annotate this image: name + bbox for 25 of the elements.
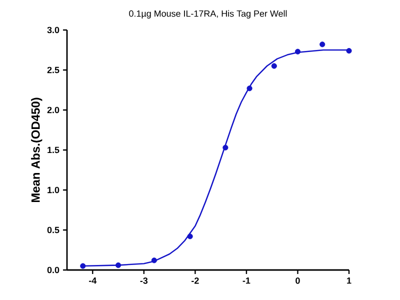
x-tick-label: -4 (88, 278, 97, 284)
y-tick-label: 1.0 (48, 186, 60, 194)
y-tick-label: 3.0 (47, 26, 60, 34)
y-tick-label: 2.0 (47, 106, 60, 114)
x-tick-label: 1 (347, 278, 352, 284)
chart-title: 0.1µg Mouse IL-17RA, His Tag Per Well (129, 10, 287, 19)
x-tick-label: -2 (192, 278, 199, 284)
point (271, 63, 277, 69)
point (246, 86, 252, 92)
y-tick-label: 2.5 (47, 66, 60, 74)
point (151, 258, 157, 264)
y-tick-label: 0.5 (47, 226, 60, 234)
point (346, 48, 352, 54)
point (187, 234, 193, 240)
point (80, 263, 86, 269)
x-tick-label: -1 (242, 278, 250, 284)
y-tick-label: 0.0 (47, 266, 60, 274)
point (320, 42, 326, 48)
point (115, 262, 122, 268)
y-tick-label: 1.5 (48, 146, 60, 154)
point (222, 144, 228, 150)
y-axis-title: Mean Abs.(OD450) (31, 98, 42, 202)
x-tick-label: 0 (296, 278, 300, 284)
point (294, 48, 301, 54)
x-tick-label: -3 (140, 278, 148, 284)
